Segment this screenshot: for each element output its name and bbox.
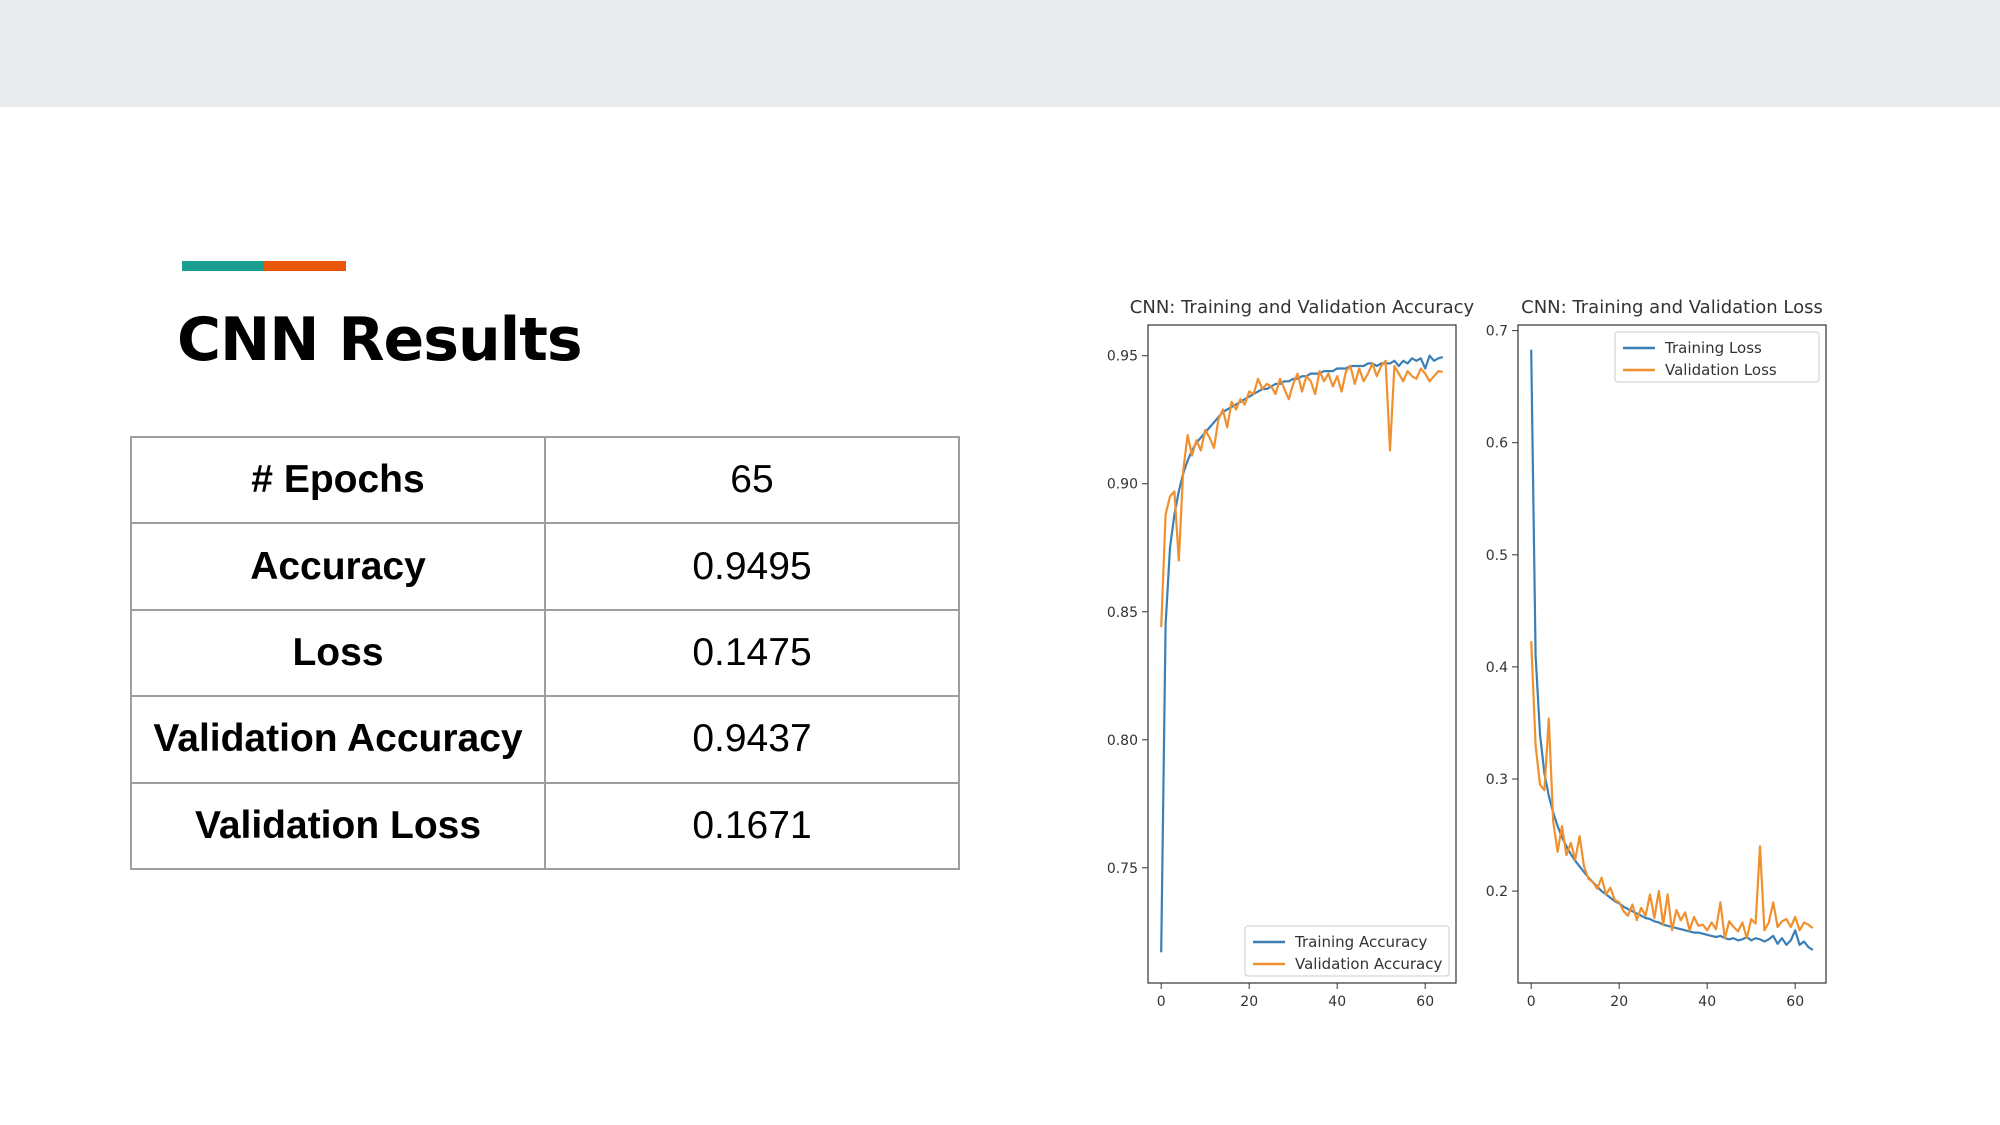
legend-label: Training Loss — [1664, 339, 1762, 357]
legend-label: Training Accuracy — [1294, 933, 1428, 951]
series-line-validation — [1160, 359, 1443, 628]
x-tick-label: 20 — [1240, 994, 1258, 1010]
metric-value: 0.1475 — [544, 608, 960, 698]
metric-label: Validation Accuracy — [130, 695, 546, 784]
legend-box — [1244, 925, 1450, 977]
series-line-training — [1160, 354, 1444, 953]
metric-value: 0.1671 — [544, 781, 960, 871]
y-tick-label: 0.90 — [1107, 477, 1138, 493]
metric-value: 0.9495 — [544, 522, 960, 611]
table-row: Accuracy 0.9495 — [130, 522, 960, 611]
y-tick-label: 0.95 — [1107, 349, 1138, 365]
chart-title: CNN: Training and Validation Accuracy — [1130, 297, 1475, 318]
accent-bar-orange — [264, 261, 346, 271]
y-tick-label: 0.4 — [1486, 660, 1508, 676]
y-tick-label: 0.5 — [1486, 548, 1508, 564]
plot-frame — [1147, 324, 1457, 984]
accent-bar-teal — [182, 261, 264, 271]
x-tick-label: 40 — [1328, 994, 1346, 1010]
top-banner — [0, 0, 2000, 107]
slide-title: CNN Results — [177, 305, 583, 375]
chart-title: CNN: Training and Validation Loss — [1521, 297, 1823, 318]
x-tick-label: 60 — [1416, 994, 1434, 1010]
table-row: # Epochs 65 — [130, 435, 960, 525]
table-row: Validation Loss 0.1671 — [130, 781, 960, 871]
metric-label: Accuracy — [130, 522, 546, 611]
y-tick-label: 0.2 — [1486, 884, 1508, 900]
chart-accuracy: CNN: Training and Validation Accuracy 0 20… — [1107, 297, 1475, 1010]
x-tick-label: 40 — [1698, 994, 1716, 1010]
y-tick-label: 0.75 — [1107, 861, 1138, 877]
legend-box — [1614, 331, 1820, 383]
legend-label: Validation Loss — [1665, 361, 1777, 379]
metric-label: # Epochs — [130, 435, 546, 525]
y-tick-label: 0.80 — [1107, 733, 1138, 749]
x-tick-label: 0 — [1527, 994, 1536, 1010]
y-tick-label: 0.7 — [1486, 324, 1508, 340]
y-tick-label: 0.85 — [1107, 605, 1138, 621]
chart-loss: CNN: Training and Validation Loss 0 20 40 60… — [1486, 297, 1827, 1010]
metric-label: Validation Loss — [130, 781, 546, 871]
legend: Training Loss Validation Loss — [1614, 331, 1820, 383]
series-line-validation — [1530, 641, 1814, 940]
metric-value: 0.9437 — [544, 695, 960, 784]
y-tick-label: 0.3 — [1486, 772, 1508, 788]
legend-label: Validation Accuracy — [1295, 955, 1442, 973]
y-tick-label: 0.6 — [1486, 436, 1508, 452]
x-tick-label: 60 — [1786, 994, 1804, 1010]
x-tick-label: 0 — [1157, 994, 1166, 1010]
results-table: # Epochs 65 Accuracy 0.9495 Loss 0.1475 … — [130, 435, 960, 871]
series-line-training — [1530, 349, 1814, 951]
metric-label: Loss — [130, 608, 546, 698]
table-row: Loss 0.1475 — [130, 608, 960, 698]
metric-value: 65 — [544, 435, 960, 525]
table-row: Validation Accuracy 0.9437 — [130, 695, 960, 784]
legend: Training Accuracy Validation Accuracy — [1244, 925, 1450, 977]
x-tick-label: 20 — [1610, 994, 1628, 1010]
plot-frame — [1517, 324, 1827, 984]
